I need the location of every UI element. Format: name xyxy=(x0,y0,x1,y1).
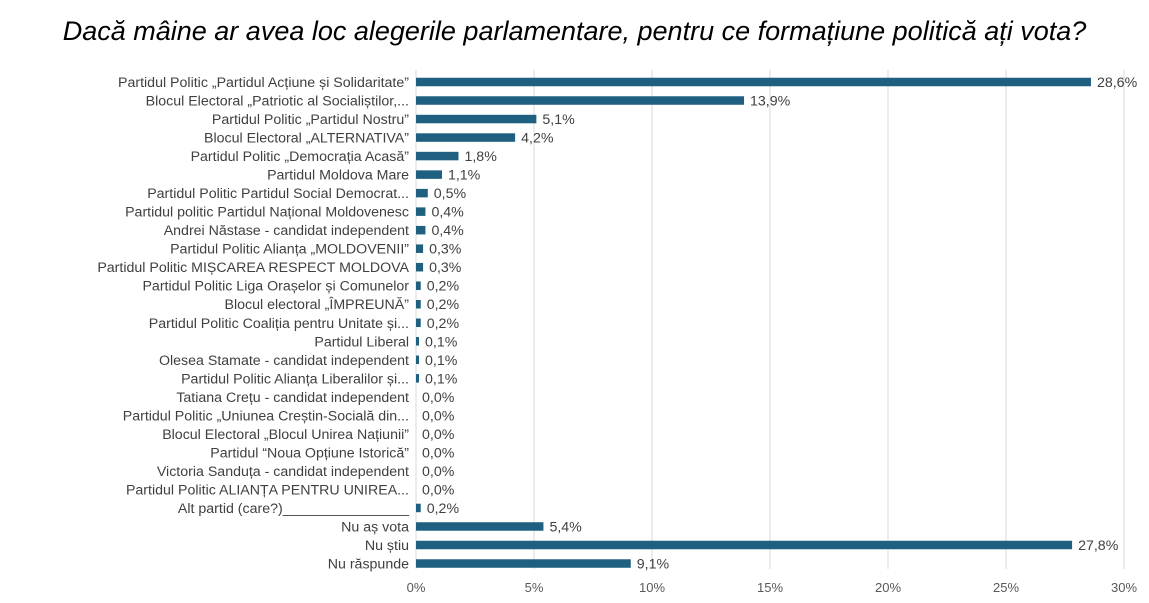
value-label: 0,0% xyxy=(422,427,455,443)
value-label: 0,5% xyxy=(434,186,467,202)
value-label: 5,1% xyxy=(542,112,575,128)
value-label: 4,2% xyxy=(521,131,554,147)
value-label: 0,2% xyxy=(427,501,460,517)
x-tick-label: 5% xyxy=(525,580,544,595)
bar xyxy=(416,355,419,365)
category-label: Partidul Politic Partidul Social Democra… xyxy=(147,186,409,202)
category-label: Partidul Politic Alianța „MOLDOVENII” xyxy=(170,242,409,258)
value-label: 0,3% xyxy=(429,242,462,258)
bar xyxy=(416,244,424,253)
category-label: Alt partid (care?)________________ xyxy=(178,501,410,517)
chart-title: Dacă mâine ar avea loc alegerile parlame… xyxy=(62,16,1087,46)
x-axis-tick-labels: 0% 5% 10% 15% 20% 25% 30% xyxy=(407,580,1138,595)
bar xyxy=(416,188,428,198)
category-label: Blocul Electoral „Blocul Unirea Națiunii… xyxy=(162,427,409,443)
value-label: 9,1% xyxy=(637,557,670,573)
category-label: Partidul Politic „Uniunea Creștin-Social… xyxy=(123,408,409,424)
category-label: Partidul Moldova Mare xyxy=(267,168,409,184)
category-label: Nu aș vota xyxy=(341,519,409,535)
category-label: Partidul Politic Coaliția pentru Unitate… xyxy=(149,316,409,332)
x-tick-label: 15% xyxy=(757,580,783,595)
value-label: 1,8% xyxy=(464,149,497,165)
bar xyxy=(416,225,426,235)
value-label: 0,3% xyxy=(429,260,462,276)
category-label: Olesea Stamate - candidat independent xyxy=(159,353,409,369)
category-label: Victoria Sanduța - candidat independent xyxy=(157,464,409,480)
category-label: Partidul Politic „Partidul Nostru” xyxy=(212,112,409,128)
value-label: 27,8% xyxy=(1078,538,1119,554)
bar xyxy=(416,503,421,513)
value-label: 0,1% xyxy=(425,334,458,350)
value-label: 0,0% xyxy=(422,482,455,498)
value-label: 1,1% xyxy=(448,168,481,184)
bar xyxy=(416,96,745,105)
category-label: Blocul electoral „ÎMPREUNĂ” xyxy=(225,296,410,313)
value-label: 0,2% xyxy=(427,297,460,313)
value-label: 0,0% xyxy=(422,445,455,461)
bar xyxy=(416,281,421,290)
value-label: 0,2% xyxy=(427,279,460,295)
category-label: Nu știu xyxy=(365,538,409,554)
value-label: 0,4% xyxy=(431,223,464,239)
bar xyxy=(416,262,424,272)
bar xyxy=(416,540,1073,550)
category-label: Partidul Politic MIȘCAREA RESPECT MOLDOV… xyxy=(97,260,409,276)
category-label: Partidul politic Partidul Național Moldo… xyxy=(125,205,409,221)
bar xyxy=(416,559,631,568)
category-labels: Partidul Politic „Partidul Acțiune și So… xyxy=(97,75,410,573)
category-label: Partidul Politic „Partidul Acțiune și So… xyxy=(118,75,409,91)
bars xyxy=(416,77,1091,568)
category-label: Partidul Liberal xyxy=(314,334,409,350)
value-label: 0,4% xyxy=(431,205,464,221)
bar xyxy=(416,170,442,179)
value-label: 13,9% xyxy=(750,94,791,110)
value-label: 0,0% xyxy=(422,464,455,480)
category-label: Tatiana Crețu - candidat independent xyxy=(176,390,409,406)
bar xyxy=(416,114,537,124)
bar xyxy=(416,374,419,383)
category-label: Partidul Politic ALIANȚA PENTRU UNIREA..… xyxy=(126,482,409,498)
category-label: Partidul Politic Liga Orașelor și Comune… xyxy=(142,279,409,295)
bar xyxy=(416,151,459,161)
x-tick-label: 10% xyxy=(639,580,665,595)
x-tick-label: 0% xyxy=(407,580,426,595)
value-label: 0,1% xyxy=(425,371,458,387)
bar xyxy=(416,522,544,531)
category-label: Nu răspunde xyxy=(328,557,409,573)
value-label: 0,0% xyxy=(422,390,455,406)
bar xyxy=(416,337,419,346)
category-label: Blocul Electoral „Patriotic al Socialișt… xyxy=(146,94,409,110)
x-tick-label: 25% xyxy=(993,580,1019,595)
category-label: Blocul Electoral „ALTERNATIVA” xyxy=(204,131,409,147)
bar xyxy=(416,318,421,328)
category-label: Andrei Năstase - candidat independent xyxy=(164,223,409,239)
x-tick-label: 20% xyxy=(875,580,901,595)
value-label: 0,2% xyxy=(427,316,460,332)
category-label: Partidul Politic „Democrația Acasă” xyxy=(191,149,410,165)
value-label: 0,1% xyxy=(425,353,458,369)
x-tick-label: 30% xyxy=(1111,580,1137,595)
value-label: 0,0% xyxy=(422,408,455,424)
value-labels: 28,6% 13,9% 5,1% 4,2% 1,8% 1,1% 0,5% 0,4% 0,4% 0,… xyxy=(422,75,1138,573)
category-label: Partidul “Noua Opțiune Istorică” xyxy=(210,445,409,461)
bar xyxy=(416,133,516,142)
category-label: Partidul Politic Alianța Liberalilor și.… xyxy=(181,371,409,387)
value-label: 28,6% xyxy=(1097,75,1138,91)
bar xyxy=(416,77,1091,87)
value-label: 5,4% xyxy=(549,519,582,535)
bar xyxy=(416,299,421,309)
bar xyxy=(416,207,426,216)
